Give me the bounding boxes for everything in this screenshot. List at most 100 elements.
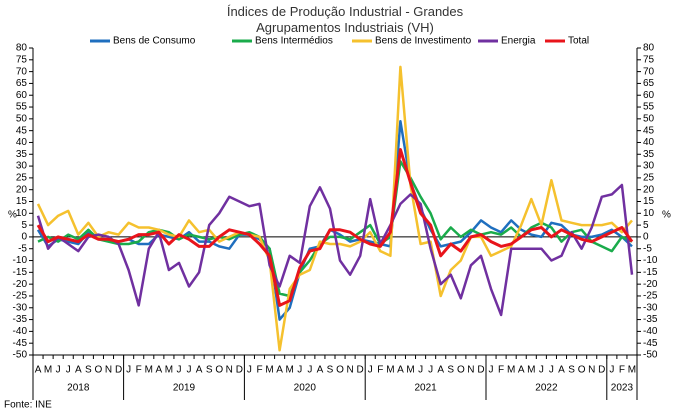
y2-tick-label: 30	[643, 161, 655, 172]
x-tick-label: M	[507, 365, 515, 376]
y2-tick-label: -10	[643, 255, 658, 266]
y2-tick-label: -20	[643, 279, 658, 290]
x-tick-label: J	[247, 365, 252, 376]
y2-tick-label: 35	[643, 149, 655, 160]
y-tick-label: -15	[13, 267, 28, 278]
series-line	[36, 148, 634, 307]
x-tick-label: A	[276, 365, 283, 376]
y2-tick-label: 5	[643, 220, 649, 231]
y2-tick-label: 45	[643, 125, 655, 136]
x-tick-label: N	[226, 365, 233, 376]
x-tick-label: D	[598, 365, 605, 376]
x-tick-label: J	[126, 365, 131, 376]
x-tick-label: A	[155, 365, 162, 376]
y2-tick-label: 0	[643, 232, 649, 243]
legend-label: Energia	[501, 36, 536, 47]
y2-tick-label: -40	[643, 326, 658, 337]
x-tick-label: A	[437, 365, 444, 376]
x-tick-label: J	[56, 365, 61, 376]
y-tick-label: 50	[16, 113, 28, 124]
x-tick-label: S	[206, 365, 213, 376]
y2-tick-label: -45	[643, 338, 658, 349]
x-tick-label: J	[176, 365, 181, 376]
x-tick-label: O	[95, 365, 103, 376]
y2-tick-label: 20	[643, 184, 655, 195]
x-tick-label: D	[115, 365, 122, 376]
x-tick-label: M	[406, 365, 414, 376]
y2-tick-label: -35	[643, 314, 658, 325]
x-tick-label: S	[568, 365, 575, 376]
x-tick-label: D	[236, 365, 243, 376]
x-tick-label: J	[307, 365, 312, 376]
x-tick-label: J	[489, 365, 494, 376]
y2-tick-label: 25	[643, 173, 655, 184]
y2-tick-label: -5	[643, 243, 652, 254]
y-tick-label: -5	[18, 243, 27, 254]
y2-tick-label: 40	[643, 137, 655, 148]
x-tick-label: F	[619, 365, 625, 376]
x-tick-label: M	[386, 365, 394, 376]
x-tick-label: J	[549, 365, 554, 376]
y-tick-label: 5	[21, 220, 27, 231]
y-tick-label: -35	[13, 314, 28, 325]
y-tick-label: -50	[13, 350, 28, 361]
legend-label: Bens de Consumo	[113, 36, 196, 47]
y-tick-label: 75	[16, 54, 28, 65]
x-tick-label: J	[297, 365, 302, 376]
x-tick-label: F	[256, 365, 262, 376]
y-tick-label: 80	[16, 43, 28, 54]
legend-label: Total	[568, 36, 589, 47]
y-tick-label: 55	[16, 102, 28, 113]
y2-tick-label: 60	[643, 90, 655, 101]
y-tick-label: 10	[16, 208, 28, 219]
x-tick-label: A	[35, 365, 42, 376]
series-line	[36, 65, 633, 352]
x-tick-label: D	[357, 365, 364, 376]
chart-title: Índices de Produção Industrial - Grandes…	[226, 4, 464, 35]
y2-tick-label: 65	[643, 78, 655, 89]
source: Fonte: INE	[4, 400, 52, 411]
y2-tick-label: -30	[643, 302, 658, 313]
y2-tick-label: 50	[643, 113, 655, 124]
x-tick-label: J	[539, 365, 544, 376]
x-tick-label: F	[498, 365, 504, 376]
y-tick-label: -45	[13, 338, 28, 349]
x-tick-label: F	[136, 365, 142, 376]
y-tick-label: 20	[16, 184, 28, 195]
x-tick-label: O	[578, 365, 586, 376]
y2-tick-label: 80	[643, 43, 655, 54]
x-tick-label: A	[558, 365, 565, 376]
x-tick-label: S	[327, 365, 334, 376]
x-tick-label: J	[66, 365, 71, 376]
y2-tick-label: 10	[643, 208, 655, 219]
legend-label: Bens Intermédios	[255, 36, 333, 47]
x-tick-label: S	[447, 365, 454, 376]
x-tick-label: A	[196, 365, 203, 376]
y-tick-label: 65	[16, 78, 28, 89]
y-tick-label: 35	[16, 149, 28, 160]
y-tick-label: 45	[16, 125, 28, 136]
x-tick-label: J	[609, 365, 614, 376]
x-tick-label: M	[44, 365, 52, 376]
x-tick-label: O	[457, 365, 465, 376]
x-tick-label: M	[628, 365, 636, 376]
y2-tick-label: 15	[643, 196, 655, 207]
y-tick-label: 40	[16, 137, 28, 148]
x-tick-label: A	[317, 365, 324, 376]
x-tick-label: J	[187, 365, 192, 376]
x-tick-label: J	[418, 365, 423, 376]
y2-tick-label: 55	[643, 102, 655, 113]
year-label: 2018	[67, 383, 90, 394]
y-tick-label: 30	[16, 161, 28, 172]
x-tick-label: M	[265, 365, 273, 376]
year-label: 2020	[294, 383, 317, 394]
y-tick-label: -25	[13, 291, 28, 302]
x-tick-label: A	[75, 365, 82, 376]
y2-tick-label: -15	[643, 267, 658, 278]
series-line	[36, 183, 634, 317]
y2-tick-label: -25	[643, 291, 658, 302]
x-tick-label: N	[346, 365, 353, 376]
y-tick-label: 25	[16, 173, 28, 184]
